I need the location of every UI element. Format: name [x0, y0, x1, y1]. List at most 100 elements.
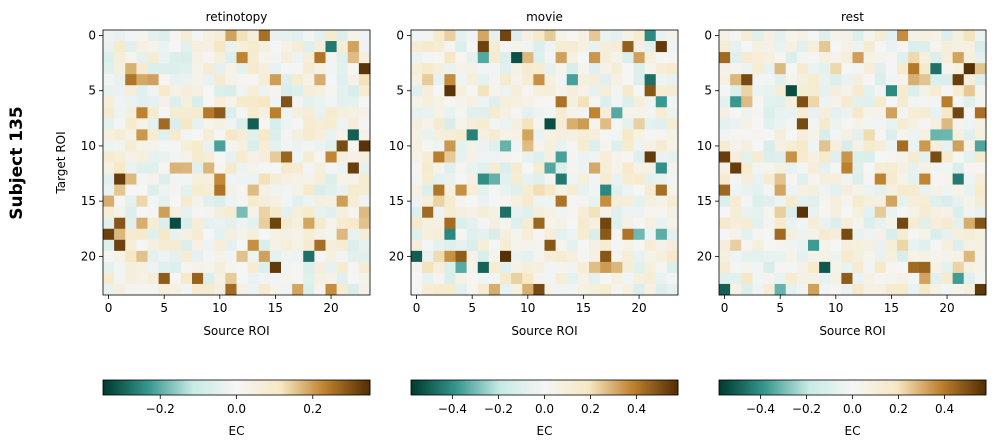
heatmap-cell [841, 74, 853, 86]
heatmap-cell [577, 272, 590, 285]
colorbar-segment [912, 380, 916, 395]
heatmap-cell [169, 283, 182, 296]
heatmap-cell [908, 206, 920, 219]
colorbar-segment [495, 380, 499, 395]
heatmap-cell [874, 52, 887, 64]
heatmap-cell [336, 140, 349, 152]
heatmap-cell [477, 118, 490, 130]
heatmap-cell [325, 41, 337, 53]
heatmap-cell [103, 206, 115, 219]
heatmap-cell [644, 184, 657, 196]
heatmap-cell [358, 52, 371, 64]
heatmap-cell [147, 217, 159, 230]
heatmap-cell [103, 30, 115, 42]
heatmap-cell [622, 217, 634, 230]
heatmap-cell [741, 250, 753, 263]
heatmap-cell [974, 140, 987, 152]
heatmap-cell [796, 173, 809, 185]
y-tick-label: 20 [697, 249, 712, 263]
panel-title: retinotopy [206, 10, 268, 24]
heatmap-cell [741, 217, 753, 230]
heatmap-cell [455, 283, 467, 296]
colorbar-segment [573, 380, 577, 395]
heatmap-cell [863, 195, 876, 207]
heatmap-cell [314, 173, 326, 185]
heatmap-cell [741, 63, 753, 75]
heatmap-cell [763, 228, 775, 241]
heatmap-cell [633, 261, 645, 274]
heatmap-cell [808, 41, 820, 53]
heatmap-cell [488, 85, 501, 97]
heatmap-cell [622, 107, 634, 119]
colorbar-segment [522, 380, 525, 395]
heatmap-cell [336, 162, 349, 174]
heatmap-cell [269, 41, 282, 53]
heatmap-cell [885, 261, 898, 274]
heatmap-cell [147, 206, 159, 219]
heatmap-cell [455, 30, 467, 42]
colorbar-segment [484, 380, 488, 395]
heatmap-cell [214, 30, 226, 42]
heatmap-cell [974, 173, 987, 185]
heatmap-cell [763, 162, 775, 174]
colorbar-segment [932, 380, 936, 395]
heatmap-cell [125, 85, 137, 97]
colorbar-segment [272, 380, 275, 395]
colorbar-segment [854, 380, 858, 395]
heatmap-cell [655, 206, 668, 219]
heatmap-cell [852, 195, 864, 207]
colorbar-segment [218, 380, 222, 395]
heatmap-cell [236, 250, 248, 263]
heatmap-cell [852, 239, 864, 252]
colorbar-segment [564, 380, 568, 395]
colorbar-tick-label: 0.0 [227, 402, 246, 416]
colorbar-segment [584, 380, 588, 395]
heatmap-cell [103, 239, 115, 252]
heatmap-cell [247, 228, 260, 241]
colorbar-segment [981, 380, 985, 395]
heatmap-cell [466, 96, 479, 108]
colorbar-segment [531, 380, 534, 395]
heatmap-cell [411, 41, 423, 53]
heatmap-cell [730, 239, 742, 252]
heatmap-cell [589, 85, 601, 97]
heatmap-cell [577, 206, 590, 219]
heatmap-cell [411, 283, 423, 296]
heatmap-cell [500, 162, 512, 174]
heatmap-cell [247, 250, 260, 263]
x-tick-label: 5 [160, 301, 168, 315]
heatmap-cell [885, 217, 898, 230]
y-tick-label: 5 [704, 84, 712, 98]
heatmap-cell [477, 173, 490, 185]
colorbar-segment [118, 380, 122, 395]
heatmap-cell [566, 173, 579, 185]
heatmap-cell [785, 228, 798, 241]
heatmap-cell [325, 30, 337, 42]
colorbar-segment [493, 380, 496, 395]
heatmap-cell [114, 206, 126, 219]
heatmap-cell [136, 30, 148, 42]
colorbar-segment [637, 380, 641, 395]
colorbar-segment [750, 380, 753, 395]
heatmap-cell [841, 272, 853, 285]
heatmap-cell [258, 151, 271, 163]
heatmap-cell [974, 250, 987, 263]
heatmap-cell [180, 129, 193, 141]
heatmap-cell [808, 239, 820, 252]
heatmap-cell [125, 140, 137, 152]
heatmap-cell [863, 239, 876, 252]
colorbar-segment [626, 380, 630, 395]
colorbar-segment [653, 380, 657, 395]
heatmap-cell [336, 272, 349, 285]
colorbar-label: EC [537, 424, 553, 438]
heatmap-cell [666, 107, 679, 119]
colorbar-segment [156, 380, 160, 395]
heatmap-cell [885, 41, 898, 53]
colorbar-segment [848, 380, 851, 395]
colorbar-segment [604, 380, 608, 395]
heatmap-cell [655, 261, 668, 274]
heatmap-cell [411, 261, 423, 274]
colorbar-segment [183, 380, 186, 395]
heatmap-cell [444, 41, 456, 53]
heatmap-cell [930, 41, 942, 53]
